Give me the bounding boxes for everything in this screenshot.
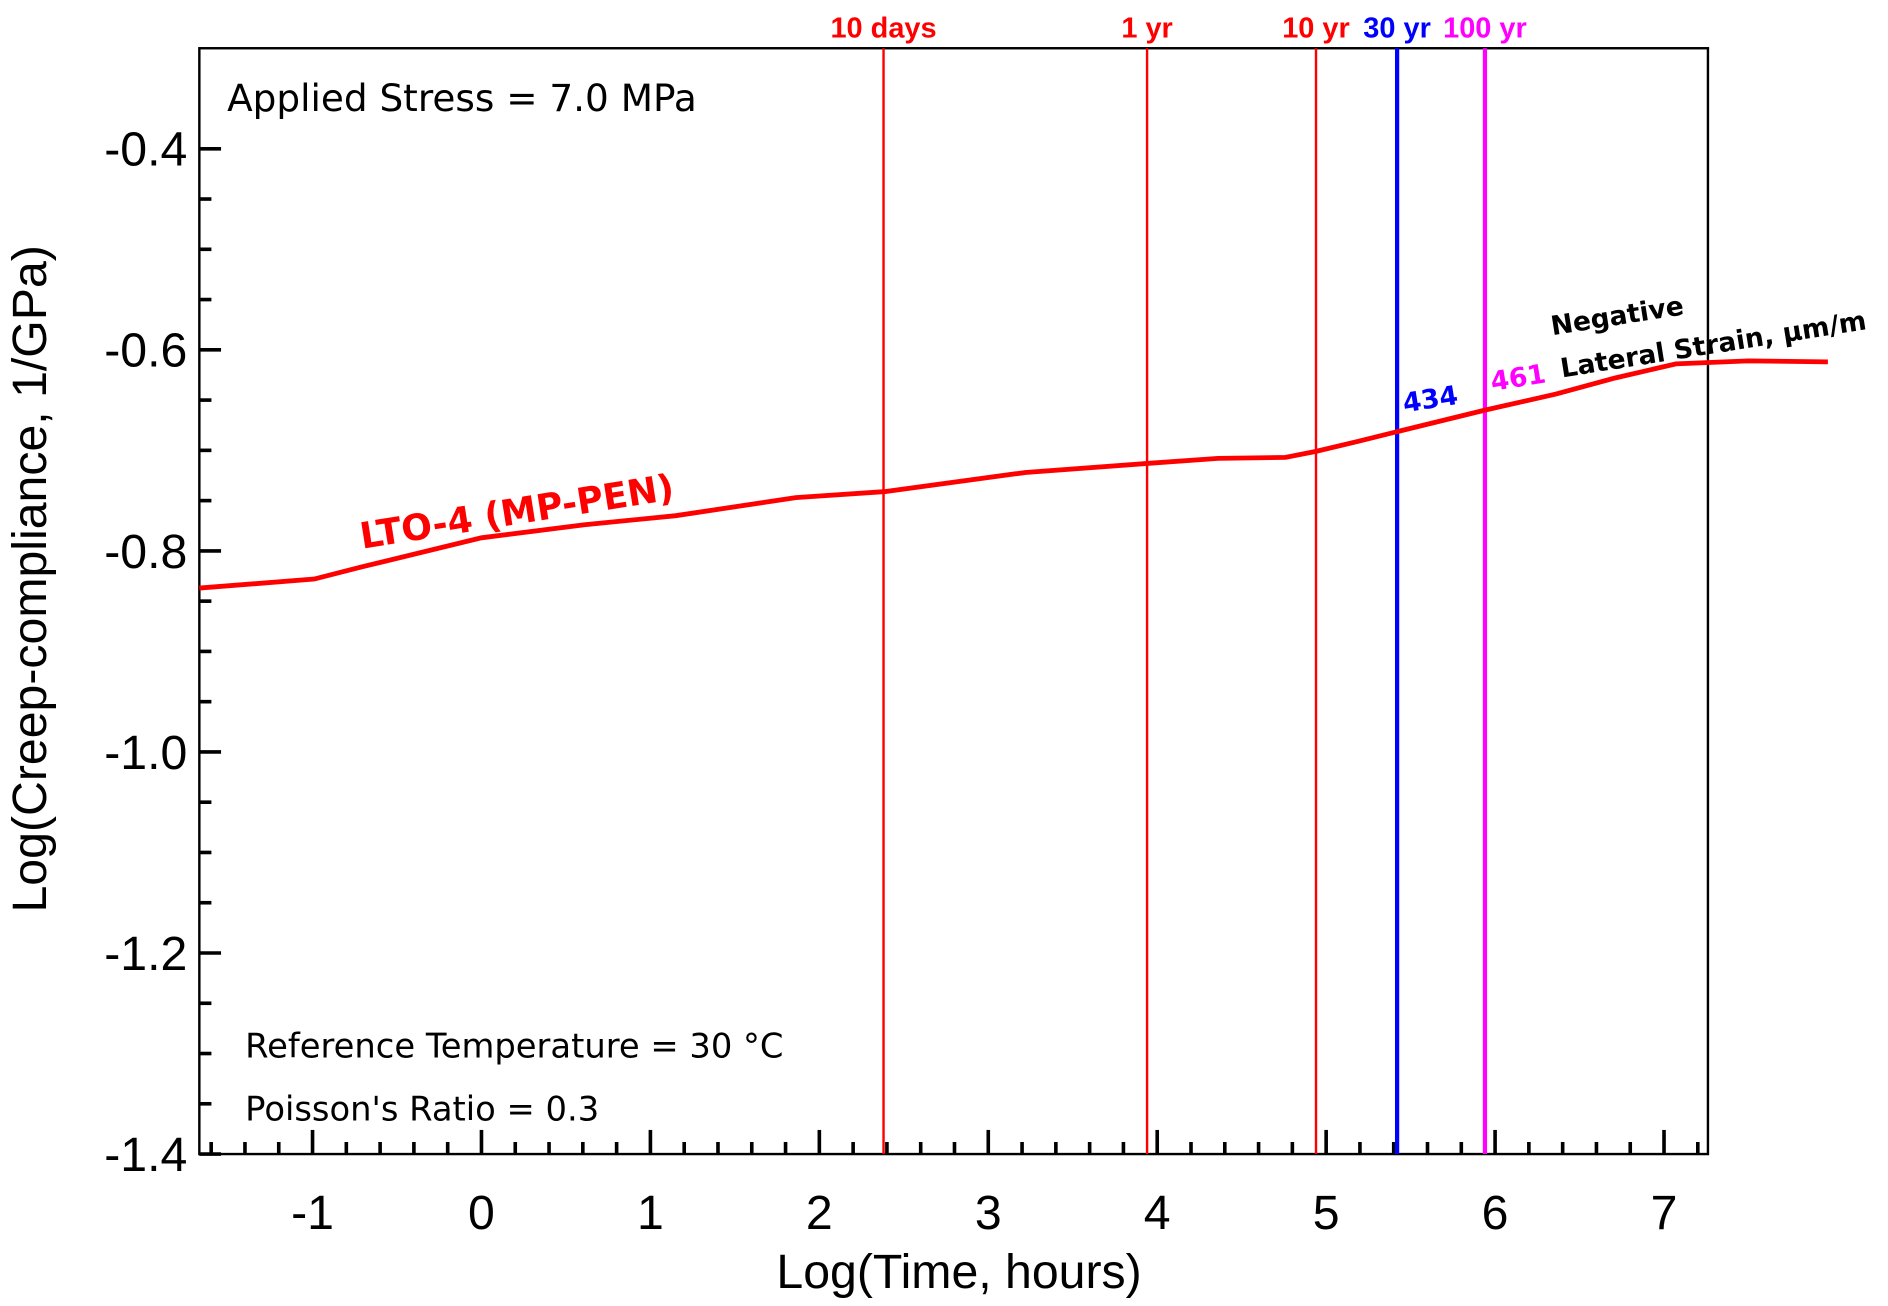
x-axis-label: Log(Time, hours) [776, 1245, 1141, 1299]
time-marker-label: 10 yr [1282, 12, 1350, 44]
y-tick-label: -0.6 [104, 324, 187, 378]
series-label: LTO-4 (MP-PEN) [357, 465, 677, 557]
y-tick-label: -1.0 [104, 726, 187, 780]
strain-value: 461 [1488, 358, 1548, 397]
time-marker-label: 10 days [830, 12, 936, 44]
y-tick-label: -1.4 [104, 1128, 187, 1182]
annotation: Reference Temperature = 30 °C [245, 1027, 783, 1066]
x-tick-label: -1 [291, 1186, 334, 1240]
x-tick-label: 2 [806, 1186, 833, 1240]
y-tick-label: -1.2 [104, 927, 187, 981]
time-marker-label: 100 yr [1443, 12, 1527, 44]
strain-title: Negative [1549, 291, 1686, 343]
x-tick-label: 7 [1651, 1186, 1678, 1240]
x-tick-label: 6 [1482, 1186, 1509, 1240]
x-tick-label: 4 [1144, 1186, 1171, 1240]
time-marker-label: 1 yr [1121, 12, 1173, 44]
y-axis-label: Log(Creep-compliance, 1/GPa) [3, 245, 57, 912]
series-line [199, 358, 1828, 591]
y-tick-label: -0.4 [104, 123, 187, 177]
x-tick-label: 3 [975, 1186, 1002, 1240]
time-marker-label: 30 yr [1363, 12, 1431, 44]
x-tick-label: 1 [637, 1186, 664, 1240]
plot-frame [198, 47, 1710, 1156]
annotation: Applied Stress = 7.0 MPa [227, 76, 697, 120]
x-tick-label: 5 [1313, 1186, 1340, 1240]
annotation: Poisson's Ratio = 0.3 [245, 1089, 599, 1128]
y-tick-label: -0.8 [104, 525, 187, 579]
x-tick-label: 0 [468, 1186, 495, 1240]
strain-value: 434 [1401, 380, 1461, 419]
